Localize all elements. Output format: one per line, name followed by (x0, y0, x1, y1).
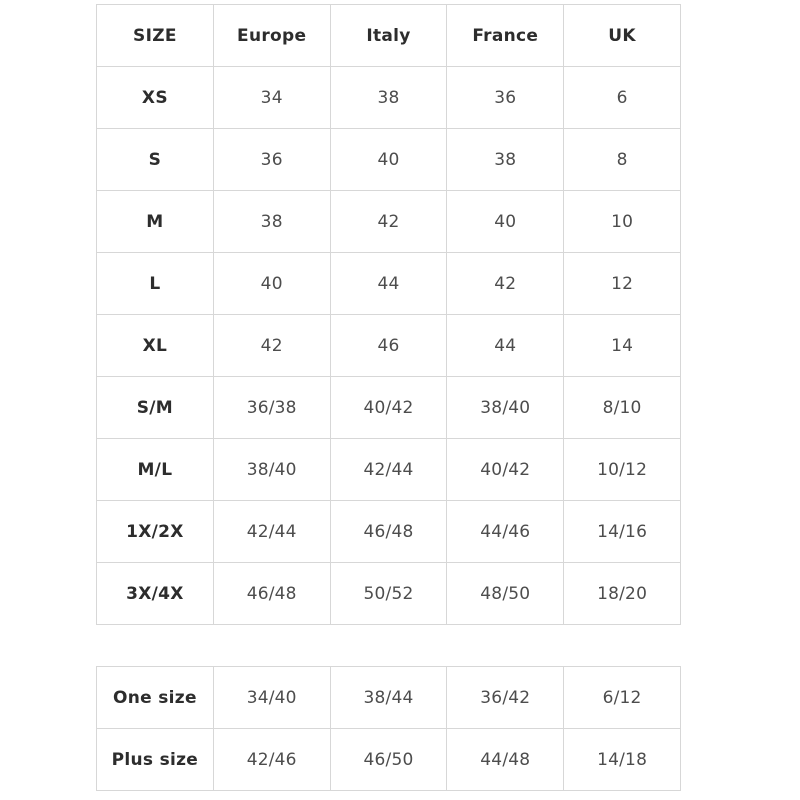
size-value-cell: 42 (212, 314, 331, 377)
size-label-cell: XS (96, 66, 214, 129)
size-value-cell: 34/40 (212, 666, 331, 729)
size-value-cell: 48/50 (446, 562, 565, 625)
size-value-cell: 38/44 (329, 666, 448, 729)
special-sizes-table-body: One size 34/40 38/44 36/42 6/12 Plus size 42/4… (96, 666, 681, 791)
column-header-france: France (446, 4, 565, 67)
column-header-uk: UK (563, 4, 681, 67)
size-value-cell: 8/10 (563, 376, 681, 439)
size-value-cell: 44/46 (446, 500, 565, 563)
table-row: M/L 38/40 42/44 40/42 10/12 (96, 438, 681, 501)
size-value-cell: 8 (563, 128, 681, 191)
size-label-cell: M/L (96, 438, 214, 501)
size-value-cell: 6 (563, 66, 681, 129)
size-table-header: SIZE Europe Italy France UK (96, 4, 681, 67)
size-value-cell: 44/48 (446, 728, 565, 791)
size-label-cell: S/M (96, 376, 214, 439)
size-label-cell: 3X/4X (96, 562, 214, 625)
size-label-cell: S (96, 128, 214, 191)
size-value-cell: 6/12 (563, 666, 681, 729)
size-label-cell: 1X/2X (96, 500, 214, 563)
size-value-cell: 36/42 (446, 666, 565, 729)
table-row: M 38 42 40 10 (96, 190, 681, 253)
special-sizes-table: One size 34/40 38/44 36/42 6/12 Plus size 42/4… (96, 666, 681, 791)
table-row: One size 34/40 38/44 36/42 6/12 (96, 666, 681, 729)
table-row: XL 42 46 44 14 (96, 314, 681, 377)
size-value-cell: 40 (446, 190, 565, 253)
size-value-cell: 18/20 (563, 562, 681, 625)
size-value-cell: 46/50 (329, 728, 448, 791)
column-header-italy: Italy (329, 4, 448, 67)
size-value-cell: 10 (563, 190, 681, 253)
size-value-cell: 44 (446, 314, 565, 377)
size-value-cell: 42/44 (212, 500, 331, 563)
size-label-cell: M (96, 190, 214, 253)
size-value-cell: 50/52 (329, 562, 448, 625)
table-row: 3X/4X 46/48 50/52 48/50 18/20 (96, 562, 681, 625)
size-conversion-table: SIZE Europe Italy France UK XS 34 38 36 6 S 36… (96, 4, 681, 625)
size-table-body: XS 34 38 36 6 S 36 40 38 8 M 38 42 40 10 L 40 44 42 12 XL 42 4… (96, 66, 681, 625)
size-label-cell: Plus size (96, 728, 214, 791)
size-value-cell: 44 (329, 252, 448, 315)
column-header-size: SIZE (96, 4, 214, 67)
column-header-europe: Europe (212, 4, 331, 67)
size-label-cell: L (96, 252, 214, 315)
size-value-cell: 36 (212, 128, 331, 191)
size-value-cell: 42/46 (212, 728, 331, 791)
size-value-cell: 14/16 (563, 500, 681, 563)
size-value-cell: 34 (212, 66, 331, 129)
size-value-cell: 14 (563, 314, 681, 377)
size-value-cell: 40 (212, 252, 331, 315)
size-value-cell: 38/40 (446, 376, 565, 439)
size-value-cell: 40/42 (329, 376, 448, 439)
size-value-cell: 36/38 (212, 376, 331, 439)
size-value-cell: 42/44 (329, 438, 448, 501)
size-value-cell: 40/42 (446, 438, 565, 501)
table-row: L 40 44 42 12 (96, 252, 681, 315)
table-row: S/M 36/38 40/42 38/40 8/10 (96, 376, 681, 439)
size-value-cell: 12 (563, 252, 681, 315)
size-value-cell: 46/48 (212, 562, 331, 625)
table-row: 1X/2X 42/44 46/48 44/46 14/16 (96, 500, 681, 563)
size-value-cell: 38 (329, 66, 448, 129)
size-value-cell: 14/18 (563, 728, 681, 791)
size-value-cell: 40 (329, 128, 448, 191)
size-value-cell: 42 (329, 190, 448, 253)
size-value-cell: 38/40 (212, 438, 331, 501)
size-value-cell: 38 (446, 128, 565, 191)
size-value-cell: 10/12 (563, 438, 681, 501)
header-row: SIZE Europe Italy France UK (96, 4, 681, 67)
table-row: Plus size 42/46 46/50 44/48 14/18 (96, 728, 681, 791)
table-row: XS 34 38 36 6 (96, 66, 681, 129)
size-value-cell: 42 (446, 252, 565, 315)
size-value-cell: 38 (212, 190, 331, 253)
table-row: S 36 40 38 8 (96, 128, 681, 191)
size-value-cell: 46/48 (329, 500, 448, 563)
size-label-cell: XL (96, 314, 214, 377)
size-value-cell: 46 (329, 314, 448, 377)
size-value-cell: 36 (446, 66, 565, 129)
size-label-cell: One size (96, 666, 214, 729)
